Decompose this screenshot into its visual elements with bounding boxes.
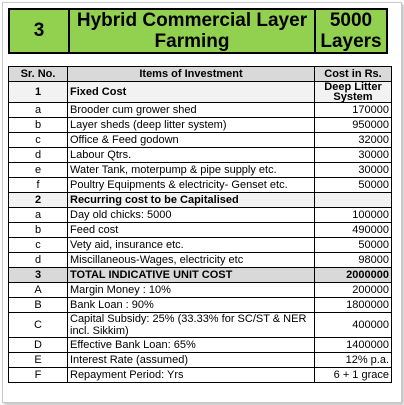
- row-sr-cell: E: [8, 352, 68, 368]
- row-item-cell: Labour Qtrs.: [67, 147, 315, 163]
- row-cost-cell: 2000000: [314, 267, 392, 283]
- table-header-row: Sr. No. Items of Investment Cost in Rs.: [8, 66, 392, 82]
- row-cost-cell: 1400000: [314, 337, 392, 353]
- row-sr-cell: A: [8, 282, 68, 298]
- row-sr-cell: a: [8, 207, 68, 223]
- table-row: 2 Recurring cost to be Capitalised: [8, 192, 392, 208]
- table-row: a Brooder cum grower shed 170000: [8, 102, 392, 118]
- row-sr-cell: C: [8, 312, 68, 338]
- row-sr-cell: B: [8, 297, 68, 313]
- row-item-cell: Vety aid, insurance etc.: [67, 237, 315, 253]
- section-number: 3: [10, 10, 70, 52]
- row-sr-cell: d: [8, 147, 68, 163]
- table-row: b Layer sheds (deep litter system) 950000: [8, 117, 392, 133]
- row-sr-cell: a: [8, 102, 68, 118]
- row-item-cell: Interest Rate (assumed): [67, 352, 315, 368]
- row-sr-cell: 1: [8, 81, 68, 103]
- row-sr-cell: d: [8, 252, 68, 268]
- row-item-cell: Office & Feed godown: [67, 132, 315, 148]
- row-item-cell: Margin Money : 10%: [67, 282, 315, 298]
- row-cost-cell: Deep Litter System: [314, 81, 392, 103]
- table-row: f Poultry Equipments & electricity- Gense…: [8, 177, 392, 193]
- layers-count: 5000 Layers: [320, 10, 382, 52]
- row-item-cell: Effective Bank Loan: 65%: [67, 337, 315, 353]
- row-item-cell: Bank Loan : 90%: [67, 297, 315, 313]
- row-cost-cell: 30000: [314, 147, 392, 163]
- row-cost-cell: 50000: [314, 177, 392, 193]
- row-sr-cell: e: [8, 162, 68, 178]
- row-item-cell: Miscillaneous-Wages, electricity etc: [67, 252, 315, 268]
- row-cost-cell: 32000: [314, 132, 392, 148]
- table-row: d Labour Qtrs. 30000: [8, 147, 392, 163]
- row-cost-cell: 100000: [314, 207, 392, 223]
- table-row: a Day old chicks: 5000 100000: [8, 207, 392, 223]
- row-item-cell: Feed cost: [67, 222, 315, 238]
- row-sr-cell: F: [8, 367, 68, 383]
- row-cost-cell: 490000: [314, 222, 392, 238]
- row-cost-cell: 1800000: [314, 297, 392, 313]
- row-sr-cell: 2: [8, 192, 68, 208]
- row-sr-cell: c: [8, 132, 68, 148]
- row-sr-cell: 3: [8, 267, 68, 283]
- row-item-cell: Fixed Cost: [67, 81, 315, 103]
- row-cost-cell: 950000: [314, 117, 392, 133]
- row-sr-cell: f: [8, 177, 68, 193]
- row-cost-cell: 200000: [314, 282, 392, 298]
- row-cost-cell: [314, 192, 392, 208]
- table-row: c Vety aid, insurance etc. 50000: [8, 237, 392, 253]
- row-cost-cell: 30000: [314, 162, 392, 178]
- table-row: A Margin Money : 10% 200000: [8, 282, 392, 298]
- row-item-cell: Capital Subsidy: 25% (33.33% for SC/ST &…: [67, 312, 315, 338]
- row-item-cell: Water Tank, moterpump & pipe supply etc.: [67, 162, 315, 178]
- table-row: C Capital Subsidy: 25% (33.33% for SC/ST …: [8, 312, 392, 338]
- table-row: 1 Fixed Cost Deep Litter System: [8, 81, 392, 103]
- row-sr-cell: b: [8, 222, 68, 238]
- investment-table: Sr. No. Items of Investment Cost in Rs. …: [8, 66, 392, 383]
- row-cost-cell: 6 + 1 grace: [314, 367, 392, 383]
- table-row: 3 TOTAL INDICATIVE UNIT COST 2000000: [8, 267, 392, 283]
- row-cost-cell: 50000: [314, 237, 392, 253]
- row-sr-cell: c: [8, 237, 68, 253]
- row-item-cell: Day old chicks: 5000: [67, 207, 315, 223]
- table-row: b Feed cost 490000: [8, 222, 392, 238]
- title-banner: 3 Hybrid Commercial Layer Farming 5000 L…: [8, 8, 388, 54]
- column-header-cost: Cost in Rs.: [314, 66, 392, 82]
- row-item-cell: Brooder cum grower shed: [67, 102, 315, 118]
- row-item-cell: TOTAL INDICATIVE UNIT COST: [67, 267, 315, 283]
- page-title: Hybrid Commercial Layer Farming: [70, 10, 316, 52]
- table-row: E Interest Rate (assumed) 12% p.a.: [8, 352, 392, 368]
- table-row: c Office & Feed godown 32000: [8, 132, 392, 148]
- table-row: B Bank Loan : 90% 1800000: [8, 297, 392, 313]
- column-header-sr: Sr. No.: [8, 66, 68, 82]
- table-row: d Miscillaneous-Wages, electricity etc 980…: [8, 252, 392, 268]
- column-header-items: Items of Investment: [67, 66, 315, 82]
- row-item-cell: Repayment Period: Yrs: [67, 367, 315, 383]
- row-cost-cell: 98000: [314, 252, 392, 268]
- row-item-cell: Layer sheds (deep litter system): [67, 117, 315, 133]
- row-cost-cell: 12% p.a.: [314, 352, 392, 368]
- row-cost-cell: 170000: [314, 102, 392, 118]
- table-row: F Repayment Period: Yrs 6 + 1 grace: [8, 367, 392, 383]
- row-item-cell: Poultry Equipments & electricity- Genset…: [67, 177, 315, 193]
- table-row: D Effective Bank Loan: 65% 1400000: [8, 337, 392, 353]
- row-item-cell: Recurring cost to be Capitalised: [67, 192, 315, 208]
- row-cost-cell: 400000: [314, 312, 392, 338]
- row-sr-cell: b: [8, 117, 68, 133]
- row-sr-cell: D: [8, 337, 68, 353]
- table-row: e Water Tank, moterpump & pipe supply et…: [8, 162, 392, 178]
